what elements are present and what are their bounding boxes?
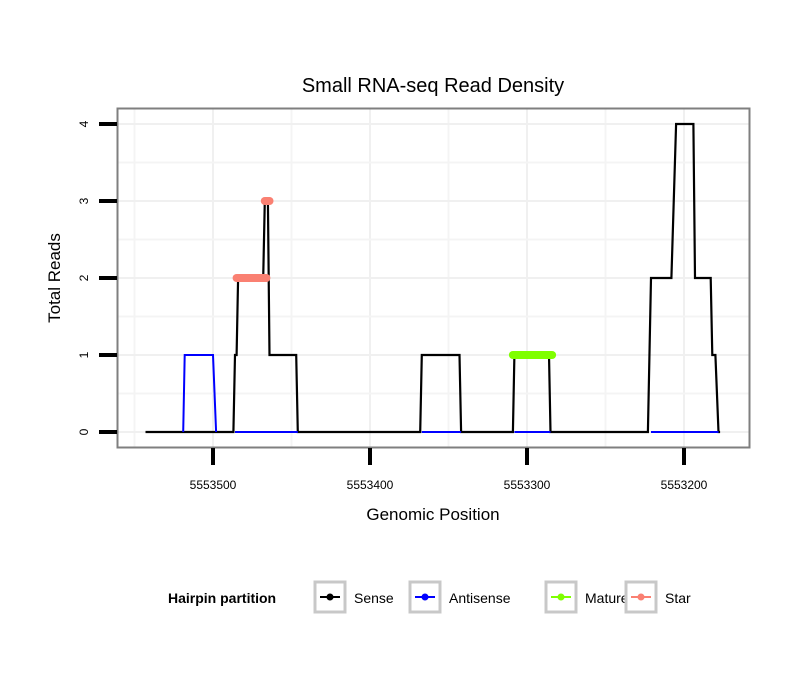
legend-label: Sense <box>354 590 394 606</box>
legend-item-mature: Mature <box>544 580 629 614</box>
panel-border <box>116 107 751 449</box>
legend-title: Hairpin partition <box>168 590 276 606</box>
x-axis: 5553500 5553400 5553300 5553200 <box>190 448 708 492</box>
legend: Hairpin partition Sense Antisense Mature St… <box>168 580 691 614</box>
x-tick-label: 5553200 <box>661 478 708 492</box>
legend-key-point <box>421 593 429 601</box>
y-axis: 0 1 2 3 4 <box>77 120 117 435</box>
series-layer <box>145 122 721 434</box>
legend-label: Antisense <box>449 590 511 606</box>
plot-panel <box>116 107 751 449</box>
y-tick-label: 1 <box>77 351 91 358</box>
y-tick-label: 2 <box>77 274 91 281</box>
x-tick-label: 5553400 <box>347 478 394 492</box>
y-axis-title: Total Reads <box>45 233 64 323</box>
chart-title: Small RNA-seq Read Density <box>302 75 564 97</box>
legend-key-point <box>637 593 645 601</box>
x-tick-label: 5553500 <box>190 478 237 492</box>
legend-item-star: Star <box>624 580 691 614</box>
y-tick-label: 3 <box>77 197 91 204</box>
legend-label: Mature <box>585 590 629 606</box>
legend-item-sense: Sense <box>313 580 394 614</box>
x-axis-title: Genomic Position <box>366 505 499 524</box>
series-line-antisense <box>182 354 218 433</box>
y-tick-label: 0 <box>77 428 91 435</box>
x-tick-label: 5553300 <box>504 478 551 492</box>
legend-key-point <box>326 593 334 601</box>
legend-label: Star <box>665 590 691 606</box>
legend-key-point <box>557 593 565 601</box>
y-tick-label: 4 <box>77 120 91 127</box>
legend-item-antisense: Antisense <box>408 580 511 614</box>
